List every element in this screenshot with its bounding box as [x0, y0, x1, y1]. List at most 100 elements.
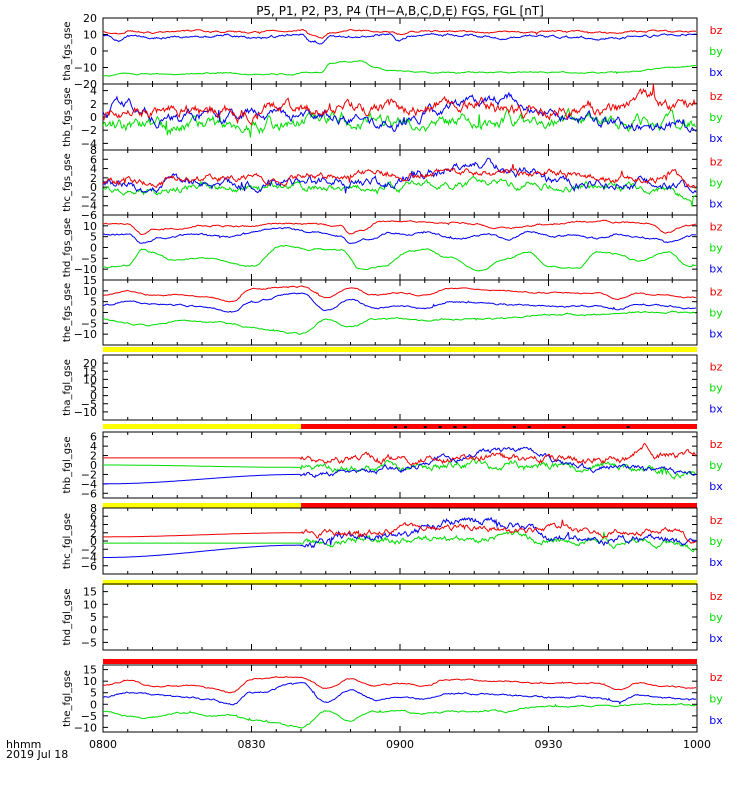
- panel-thb_fgs_gse: 420−2−4 thb_fgs_gse bz by bx: [62, 83, 723, 151]
- y-tick-label: 10: [83, 29, 97, 42]
- y-tick-label: −2: [81, 543, 97, 556]
- y-tick-label: 2: [90, 527, 97, 540]
- y-tick-label: 6: [90, 510, 97, 523]
- series-group: [103, 676, 697, 729]
- legend-by: by: [709, 177, 723, 190]
- legend-bz: bz: [710, 90, 723, 103]
- series-line-by: [103, 310, 697, 335]
- legend-bz: bz: [710, 671, 723, 684]
- status-bar-segment: [103, 580, 697, 585]
- panel-frame: [102, 214, 698, 281]
- y-tick-label: −4: [81, 552, 97, 565]
- series-line-bz: [103, 442, 697, 466]
- panel-ylabel: thb_fgs_gse: [62, 87, 73, 146]
- y-tick-label: 15: [83, 365, 97, 378]
- y-tick-label: 0: [90, 459, 97, 472]
- series-group: [103, 285, 697, 335]
- legend-by: by: [709, 693, 723, 706]
- x-tick-label: 0930: [535, 738, 563, 751]
- y-tick-label: 0: [90, 111, 97, 124]
- legend-by: by: [709, 111, 723, 124]
- legend-bz: bz: [710, 514, 723, 527]
- y-tick-label: −5: [81, 252, 97, 265]
- status-bar-segment: [301, 503, 697, 508]
- gap-marker: [562, 426, 566, 428]
- status-bar-segment: [301, 424, 697, 429]
- legend-bz: bz: [710, 221, 723, 234]
- y-tick-label: −10: [74, 328, 97, 341]
- series-line-by: [103, 457, 697, 481]
- gap-marker: [403, 426, 407, 428]
- series-line-by: [103, 244, 697, 272]
- x-axis-date: 2019 Jul 18: [6, 748, 68, 761]
- series-line-bz: [103, 676, 697, 694]
- y-tick-label: −2: [81, 190, 97, 203]
- y-tick-label: 6: [90, 431, 97, 444]
- series-line-by: [103, 175, 697, 207]
- series-line-bz: [103, 84, 697, 126]
- status-bar-segment: [103, 424, 301, 429]
- series-line-bz: [103, 219, 697, 236]
- y-tick-label: 0: [90, 390, 97, 403]
- y-tick-label: −4: [81, 137, 97, 150]
- legend-bz: bz: [710, 24, 723, 37]
- y-tick-label: 4: [90, 440, 97, 453]
- y-tick-label: −6: [81, 487, 97, 500]
- legend-bx: bx: [709, 262, 723, 275]
- series-line-bz: [103, 164, 697, 189]
- y-tick-label: 0: [90, 45, 97, 58]
- y-tick-label: 5: [90, 687, 97, 700]
- y-tick-label: 2: [90, 98, 97, 111]
- legend-by: by: [709, 382, 723, 395]
- series-line-by: [103, 60, 697, 77]
- gap-marker: [626, 426, 630, 428]
- series-group: [103, 442, 697, 485]
- y-tick-label: −5: [81, 398, 97, 411]
- y-tick-label: 2: [90, 172, 97, 185]
- y-tick-label: −20: [74, 78, 97, 91]
- y-tick-label: −5: [81, 636, 97, 649]
- gap-marker: [527, 426, 531, 428]
- panel-ylabel: the_fgs_gse: [62, 283, 73, 342]
- legend-by: by: [709, 611, 723, 624]
- y-tick-label: 4: [90, 163, 97, 176]
- series-line-bx: [103, 681, 697, 706]
- y-tick-label: 0: [90, 535, 97, 548]
- x-tick-label: 1000: [683, 738, 711, 751]
- series-line-bz: [103, 519, 697, 544]
- legend-bx: bx: [709, 132, 723, 145]
- y-tick-label: −4: [81, 478, 97, 491]
- gap-marker: [438, 426, 442, 428]
- gap-marker: [463, 426, 467, 428]
- status-bar-segment: [103, 659, 697, 664]
- y-tick-label: 8: [90, 502, 97, 515]
- chart-title: P5, P1, P2, P3, P4 (TH−A,B,C,D,E) FGS, F…: [256, 4, 544, 18]
- y-tick-label: −10: [74, 406, 97, 419]
- y-tick-label: −10: [74, 62, 97, 75]
- legend-bx: bx: [709, 402, 723, 415]
- y-tick-label: 0: [90, 307, 97, 320]
- panel-frame: [102, 279, 698, 346]
- legend-bz: bz: [710, 156, 723, 169]
- series-line-by: [103, 702, 697, 729]
- gap-marker: [512, 426, 516, 428]
- legend-bx: bx: [709, 556, 723, 569]
- legend-bz: bz: [710, 438, 723, 451]
- series-group: [103, 157, 697, 207]
- panel-ylabel: tha_fgs_gse: [62, 21, 73, 80]
- panel-frame: [102, 354, 698, 421]
- x-tick-label: 0900: [386, 738, 414, 751]
- panel-frame: [102, 664, 698, 733]
- y-tick-label: 15: [83, 664, 97, 677]
- legend-by: by: [709, 45, 723, 58]
- legend-bz: bz: [710, 361, 723, 374]
- y-tick-label: −2: [81, 468, 97, 481]
- series-group: [103, 516, 697, 558]
